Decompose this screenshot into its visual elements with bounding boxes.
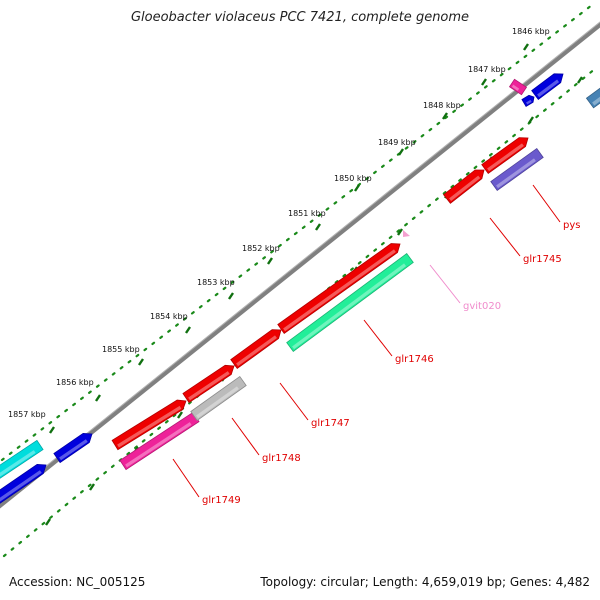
gene-cds[interactable] (521, 94, 535, 107)
gene-cds-shine (236, 335, 277, 367)
tick-label: 1851 kbp (288, 209, 326, 218)
gene-label-glr1749[interactable]: glr1749 (202, 495, 241, 506)
gene-cds-pys-shine (496, 158, 536, 189)
gene-cds-shine (283, 249, 396, 332)
gene-cds-shine (537, 79, 560, 98)
major-tick-outer (481, 78, 487, 86)
gene-label-glr1746[interactable]: glr1746 (395, 354, 434, 365)
leader-line (363, 319, 393, 357)
tick-label: 1848 kbp (423, 101, 461, 110)
tick-label: 1846 kbp (512, 27, 550, 36)
gene-label-glr1745[interactable]: glr1745 (523, 254, 562, 265)
leader-line (489, 217, 521, 257)
gene-cds-shine (511, 84, 520, 91)
major-tick-outer (267, 257, 273, 265)
major-tick-inner (397, 228, 403, 236)
gene-label-gvit020[interactable]: gvit020 (463, 301, 501, 312)
gene-cds-shine (449, 175, 481, 202)
leader-line (231, 417, 260, 456)
major-tick-outer (442, 112, 448, 120)
leader-line (279, 382, 309, 421)
gene-cds-shine (526, 99, 532, 105)
tick-label: 1853 kbp (197, 278, 235, 287)
tick-label: 1855 kbp (102, 345, 140, 354)
gene-cds-shine (487, 143, 524, 172)
accession-text: Accession: NC_005125 (9, 575, 146, 589)
gene-label-glr1747[interactable]: glr1747 (311, 418, 350, 429)
major-tick-outer (398, 148, 404, 156)
topology-summary: Topology: circular; Length: 4,659,019 bp… (260, 575, 590, 589)
major-tick-inner (45, 518, 51, 526)
major-tick-outer (95, 394, 101, 402)
tick-label: 1856 kbp (56, 378, 94, 387)
tick-label: 1850 kbp (334, 174, 372, 183)
major-tick-outer (49, 426, 55, 434)
gene-gvit020-marker[interactable] (403, 230, 410, 237)
tick-dots-inner (2, 66, 598, 558)
genome-backbone-highlight (0, 21, 600, 504)
gene-cds-shine (59, 439, 88, 461)
genome-backbone (0, 22, 600, 509)
major-tick-inner (89, 483, 95, 491)
major-tick-inner (528, 116, 534, 124)
map-title: Gloeobacter violaceus PCC 7421, complete… (130, 10, 470, 25)
major-tick-outer (354, 184, 360, 192)
tick-label: 1852 kbp (242, 244, 280, 253)
tick-label: 1849 kbp (378, 138, 416, 147)
major-tick-outer (138, 358, 144, 366)
tick-label: 1847 kbp (468, 65, 506, 74)
gene-cds-glr1748-shine (196, 386, 239, 419)
tick-dots-outer (0, 3, 594, 462)
major-tick-inner (177, 411, 183, 419)
major-tick-outer (228, 292, 234, 300)
leader-line (532, 184, 561, 223)
gene-label-pys[interactable]: pys (563, 220, 580, 231)
gene-cds-glr1749-shine (125, 422, 192, 468)
gene-cds-shine (0, 450, 36, 477)
leader-line (172, 458, 200, 498)
major-tick-outer (185, 326, 191, 334)
gene-cds-shine (188, 371, 230, 401)
gene-cds[interactable] (585, 87, 600, 109)
gene-cds-shine (0, 470, 42, 502)
gene-cds-glr1746[interactable] (286, 253, 414, 352)
gene-cds-shine (117, 405, 182, 448)
major-tick-inner (577, 76, 583, 84)
leader-line (429, 264, 461, 304)
major-tick-outer (315, 223, 321, 231)
gene-cds[interactable] (508, 78, 528, 96)
tick-label: 1857 kbp (8, 410, 46, 419)
tick-label: 1854 kbp (150, 312, 188, 321)
gene-label-glr1748[interactable]: glr1748 (262, 453, 301, 464)
major-tick-outer (523, 43, 529, 51)
gene-cds-glr1746-shine (292, 263, 407, 350)
